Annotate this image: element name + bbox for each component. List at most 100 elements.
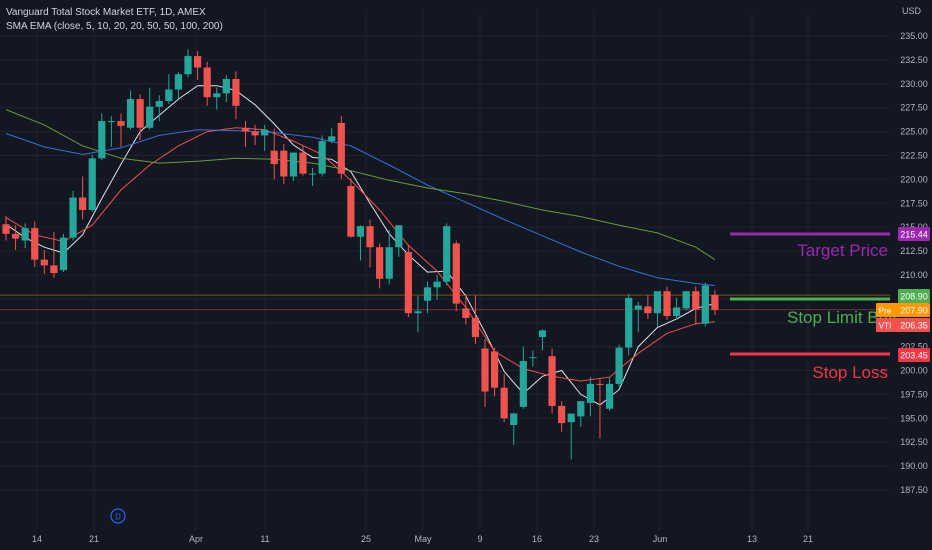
x-tick-label: Apr <box>189 534 203 544</box>
stop-limit-label: Stop Limit Buy <box>787 308 897 327</box>
candle <box>241 121 250 147</box>
candle-body <box>251 131 259 136</box>
candle <box>2 215 10 241</box>
candlesticks <box>2 49 719 460</box>
x-tick-label: 21 <box>89 534 99 544</box>
target-price-label: Target Price <box>797 241 888 260</box>
candle <box>644 295 652 319</box>
candle <box>88 154 96 212</box>
y-tick-label: 210.00 <box>900 270 928 280</box>
candle-body <box>59 237 68 271</box>
stop-limit-tag-value: 208.90 <box>900 292 928 302</box>
x-tick-label: 23 <box>589 534 599 544</box>
candle <box>443 223 451 286</box>
candle <box>194 51 202 80</box>
candle <box>308 167 317 187</box>
candle <box>21 223 29 249</box>
candle-body <box>88 158 96 210</box>
candle-body <box>634 305 642 310</box>
y-tick-label: 220.00 <box>900 174 928 184</box>
currency-label: USD <box>902 6 922 16</box>
candle <box>174 72 183 99</box>
candle <box>395 225 403 257</box>
candle <box>682 291 690 311</box>
moving-average-line <box>5 109 716 261</box>
candle <box>538 329 547 351</box>
candle <box>529 350 537 367</box>
candle <box>433 274 441 300</box>
candle-body <box>692 291 700 310</box>
candle-body <box>586 383 594 404</box>
candle <box>471 295 480 344</box>
candle-body <box>261 129 269 136</box>
y-tick-label: 232.50 <box>900 55 928 65</box>
y-tick-label: 230.00 <box>900 79 928 89</box>
candle-body <box>376 247 384 279</box>
candle <box>289 152 297 182</box>
candle <box>261 124 269 151</box>
symbol-title[interactable]: Vanguard Total Stock Market ETF, 1D, AME… <box>6 7 206 18</box>
candle <box>701 282 709 327</box>
candle-body <box>500 387 508 419</box>
moving-average-line <box>5 129 715 286</box>
chart-legend: Vanguard Total Stock Market ETF, 1D, AME… <box>6 6 223 34</box>
candle-body <box>40 259 48 266</box>
candle <box>692 286 700 325</box>
candle <box>40 250 48 274</box>
candle <box>625 294 633 356</box>
candle <box>711 290 719 316</box>
x-tick-label: 21 <box>803 534 813 544</box>
candle <box>299 145 307 176</box>
candle <box>462 294 470 325</box>
candle <box>98 113 106 161</box>
candle <box>318 135 326 177</box>
indicator-title[interactable]: SMA EMA (close, 5, 10, 20, 20, 50, 50, 1… <box>6 21 223 32</box>
candle-body <box>653 291 662 314</box>
y-tick-label: 192.50 <box>900 437 928 447</box>
candle-body <box>529 357 537 359</box>
candle <box>376 243 384 289</box>
candle-body <box>711 295 719 310</box>
candle <box>481 338 489 407</box>
candle <box>385 230 393 285</box>
x-tick-label: 11 <box>260 534 269 544</box>
candle-body <box>510 413 518 426</box>
candle <box>347 178 355 238</box>
candle-body <box>69 197 77 238</box>
y-tick-label: 197.50 <box>900 389 928 399</box>
dividend-event-icon[interactable] <box>110 508 126 524</box>
candle-body <box>79 197 87 210</box>
candle-body <box>682 291 690 309</box>
candle <box>59 233 68 273</box>
candle <box>634 301 642 333</box>
candle-body <box>318 141 326 174</box>
candle-body <box>194 56 202 68</box>
y-tick-label: 212.50 <box>900 246 928 256</box>
stop-loss-tag <box>898 348 930 362</box>
candle <box>366 219 374 268</box>
candle-body <box>615 347 623 384</box>
candle-body <box>673 307 681 317</box>
candle-body <box>107 121 115 123</box>
candle-body <box>385 247 393 279</box>
candle <box>356 225 365 261</box>
candle <box>50 231 58 278</box>
candle-body <box>50 265 58 274</box>
candle-body <box>519 360 527 407</box>
candle <box>79 176 87 220</box>
candle-body <box>98 121 106 159</box>
candle <box>452 240 460 312</box>
time-axis[interactable]: 14 21 Apr 11 25 May 9 16 23 Jun 13 21 <box>32 534 813 544</box>
candle <box>577 401 585 427</box>
candle-body <box>433 281 441 288</box>
candle-body <box>11 233 20 239</box>
y-tick-label: 202.50 <box>900 342 928 352</box>
candle-body <box>155 100 163 107</box>
candle-body <box>136 99 144 128</box>
candle-body <box>165 89 173 101</box>
candle-body <box>538 330 547 338</box>
x-tick-label: May <box>414 534 432 544</box>
y-tick-label: 235.00 <box>900 31 928 41</box>
candle-body <box>356 226 365 237</box>
